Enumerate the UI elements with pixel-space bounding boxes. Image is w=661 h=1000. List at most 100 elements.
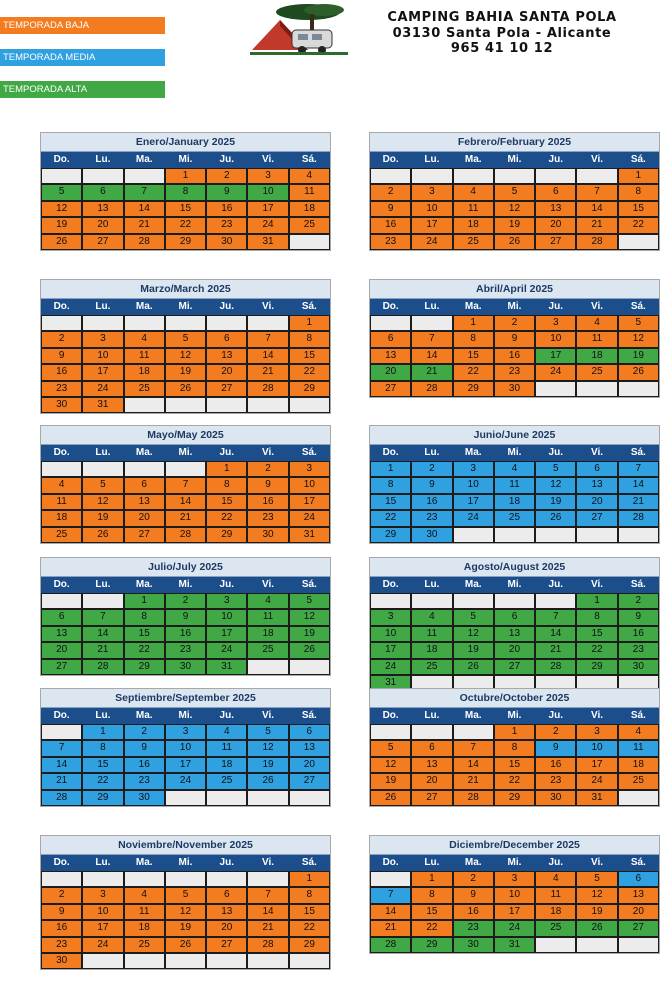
weekday-header: Do. Lu. Ma. Mi. Ju. Vi. Sá.: [370, 152, 659, 168]
weekday-label: Ma.: [464, 579, 482, 590]
day-cell: 3: [82, 331, 124, 348]
week-row: 29 30: [370, 526, 659, 543]
empty-cell: [411, 168, 453, 185]
day-cell: 25: [617, 773, 659, 790]
empty-cell: [123, 461, 165, 478]
empty-cell: [41, 871, 83, 888]
weekday-label: Ma.: [464, 154, 482, 165]
day-cell: 10: [82, 903, 124, 921]
day-cell: 27: [617, 920, 659, 937]
weekday-label: Ju.: [219, 301, 234, 312]
empty-cell: [41, 593, 83, 610]
day-cell: 5: [576, 871, 618, 888]
day-cell: 17: [206, 625, 248, 643]
weekday-label: Mi.: [507, 154, 522, 165]
day-cell: 9: [370, 200, 412, 218]
day-cell: 4: [493, 461, 536, 478]
day-cell: 9: [123, 740, 165, 757]
day-cell: 6: [123, 477, 165, 494]
empty-cell: [576, 936, 618, 953]
weekday-label: Do.: [382, 857, 399, 868]
day-cell: 28: [247, 936, 289, 953]
empty-cell: [41, 724, 83, 741]
day-cell: 21: [617, 493, 659, 511]
day-cell: 4: [41, 477, 83, 494]
day-cell: 27: [288, 773, 330, 790]
week-row: 21 22 23 24 25 26 27: [370, 920, 659, 937]
day-cell: 30: [247, 526, 289, 543]
day-cell: 5: [370, 740, 412, 757]
day-cell: 10: [452, 477, 494, 494]
month-title: Mayo/May 2025: [41, 426, 330, 445]
week-row: 18 19 20 21 22 23 24: [41, 510, 330, 527]
day-cell: 20: [411, 773, 453, 790]
month-calendar: Abril/April 2025 Do. Lu. Ma. Mi. Ju. Vi. Sá. 1 2 3…: [369, 279, 660, 398]
day-cell: 18: [123, 364, 165, 381]
day-cell: 14: [370, 903, 412, 921]
weekday-label: Ju.: [219, 447, 234, 458]
empty-cell: [370, 168, 412, 185]
day-cell: 13: [493, 625, 536, 643]
empty-cell: [41, 315, 83, 332]
empty-cell: [493, 168, 536, 185]
day-cell: 8: [288, 331, 330, 348]
day-cell: 5: [493, 184, 536, 201]
day-cell: 30: [206, 233, 248, 250]
day-cell: 19: [493, 217, 536, 234]
weekday-label: Ma.: [464, 857, 482, 868]
day-cell: 24: [535, 364, 577, 381]
day-cell: 3: [493, 871, 536, 888]
day-cell: 23: [535, 773, 577, 790]
legend-temporada-media: TEMPORADA MEDIA: [0, 49, 165, 66]
empty-cell: [370, 315, 412, 332]
day-cell: 26: [164, 380, 207, 397]
day-cell: 10: [576, 740, 618, 757]
day-cell: 3: [164, 724, 207, 741]
day-cell: 1: [493, 724, 536, 741]
empty-cell: [617, 936, 659, 953]
day-cell: 19: [41, 217, 83, 234]
day-cell: 9: [617, 609, 659, 626]
week-row: 23 24 25 26 27 28 29: [41, 380, 330, 397]
day-cell: 16: [164, 625, 207, 643]
day-cell: 22: [164, 217, 207, 234]
day-cell: 28: [82, 658, 124, 675]
day-cell: 29: [576, 658, 618, 675]
week-row: 30: [41, 952, 330, 970]
day-cell: 21: [41, 773, 83, 790]
day-cell: 22: [617, 217, 659, 234]
day-cell: 26: [41, 233, 83, 250]
day-cell: 19: [288, 625, 330, 643]
weekday-label: Lu.: [95, 301, 111, 312]
week-row: 7 8 9 10 11 12 13: [41, 740, 330, 757]
weekday-label: Mi.: [178, 447, 193, 458]
weekday-label: Lu.: [95, 579, 111, 590]
day-cell: 15: [411, 903, 453, 921]
day-cell: 6: [411, 740, 453, 757]
weekday-label: Ju.: [219, 154, 234, 165]
day-cell: 28: [41, 789, 83, 806]
day-cell: 17: [535, 347, 577, 365]
day-cell: 27: [82, 233, 124, 250]
empty-cell: [82, 461, 124, 478]
day-cell: 17: [452, 493, 494, 511]
day-cell: 28: [535, 658, 577, 675]
day-cell: 12: [617, 331, 659, 348]
weekday-label: Vi.: [591, 154, 604, 165]
week-row: 27 28 29 30 31: [41, 658, 330, 675]
day-cell: 14: [576, 200, 618, 218]
day-cell: 4: [617, 724, 659, 741]
day-cell: 26: [288, 642, 330, 659]
day-cell: 29: [164, 233, 207, 250]
day-cell: 2: [247, 461, 289, 478]
day-cell: 23: [617, 642, 659, 659]
day-cell: 12: [370, 756, 412, 774]
day-cell: 24: [164, 773, 207, 790]
day-cell: 14: [411, 347, 453, 365]
weekday-label: Mi.: [178, 710, 193, 721]
day-cell: 7: [82, 609, 124, 626]
empty-cell: [576, 168, 618, 185]
day-cell: 7: [247, 331, 289, 348]
